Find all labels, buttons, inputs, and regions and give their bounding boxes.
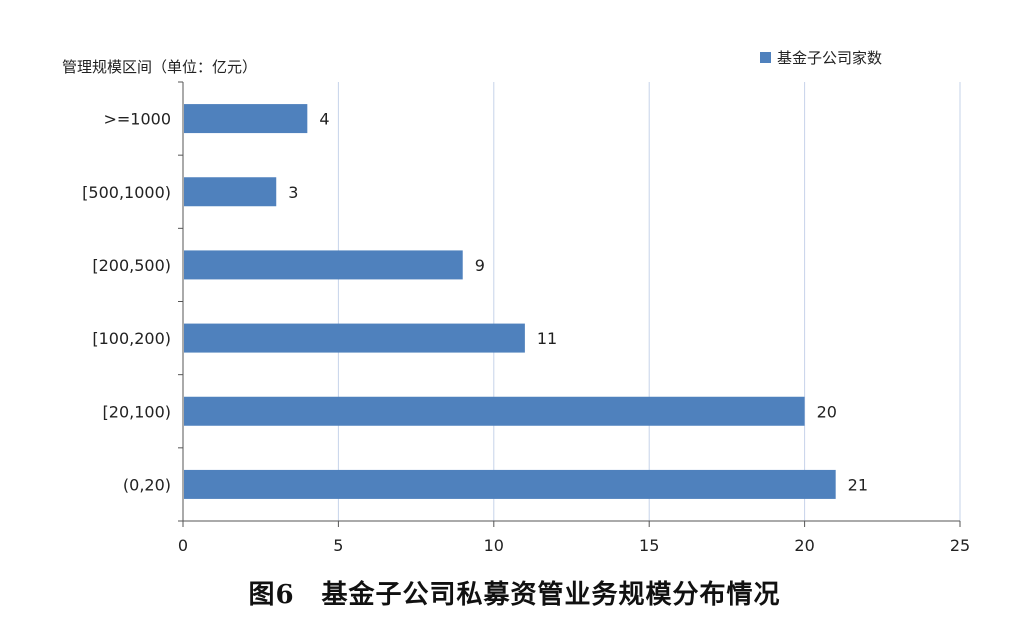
y-tick-label: [20,100) (103, 402, 171, 421)
y-tick-label: [500,1000) (82, 183, 171, 202)
x-tick-label: 5 (333, 536, 343, 555)
figure-caption: 图6 基金子公司私募资管业务规模分布情况 (248, 580, 781, 610)
bar (184, 323, 525, 353)
bars (184, 104, 836, 499)
data-label: 21 (848, 475, 868, 494)
axes (178, 81, 961, 527)
legend-swatch (760, 52, 771, 63)
y-tick-label: (0,20) (123, 475, 171, 494)
data-label: 11 (537, 329, 557, 348)
y-tick-label: >=1000 (103, 110, 171, 129)
bar (184, 250, 463, 280)
bar (184, 469, 836, 499)
legend: 基金子公司家数 (760, 47, 882, 68)
x-tick-label: 20 (794, 536, 814, 555)
data-label: 9 (475, 256, 485, 275)
data-label: 3 (288, 183, 298, 202)
x-tick-label: 15 (639, 536, 659, 555)
x-tick-label: 0 (178, 536, 188, 555)
y-axis-title: 管理规模区间（单位：亿元） (62, 58, 258, 76)
bar (184, 104, 308, 134)
data-label: 4 (319, 110, 329, 129)
data-label: 20 (817, 402, 837, 421)
x-tick-label: 25 (950, 536, 970, 555)
legend-label: 基金子公司家数 (777, 49, 883, 67)
grid-lines (337, 82, 961, 521)
x-tick-label: 10 (484, 536, 504, 555)
bar (184, 177, 277, 207)
y-tick-label: [100,200) (92, 329, 171, 348)
labels: 0 5 10 15 20 25 >=1000 4 [500,1000) 3 [200,500) 9 [1… (82, 110, 970, 555)
bar (184, 396, 805, 426)
y-tick-label: [200,500) (92, 256, 171, 275)
